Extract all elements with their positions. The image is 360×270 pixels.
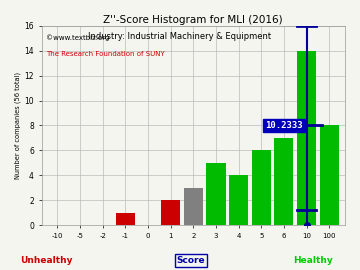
- Bar: [252, 150, 271, 225]
- Bar: [229, 175, 248, 225]
- Bar: [116, 213, 135, 225]
- Text: Score: Score: [176, 256, 205, 265]
- Title: Z''-Score Histogram for MLI (2016): Z''-Score Histogram for MLI (2016): [103, 15, 283, 25]
- Text: Industry: Industrial Machinery & Equipment: Industry: Industrial Machinery & Equipme…: [89, 32, 271, 41]
- Bar: [274, 138, 293, 225]
- Bar: [297, 51, 316, 225]
- Y-axis label: Number of companies (56 total): Number of companies (56 total): [15, 72, 22, 179]
- Bar: [320, 126, 339, 225]
- Text: Unhealthy: Unhealthy: [21, 256, 73, 265]
- Bar: [184, 188, 203, 225]
- Bar: [161, 200, 180, 225]
- Bar: [206, 163, 226, 225]
- Text: 10.2333: 10.2333: [265, 121, 303, 130]
- Text: The Research Foundation of SUNY: The Research Foundation of SUNY: [46, 51, 165, 57]
- Text: Healthy: Healthy: [293, 256, 333, 265]
- Text: ©www.textbiz.org: ©www.textbiz.org: [46, 35, 109, 41]
